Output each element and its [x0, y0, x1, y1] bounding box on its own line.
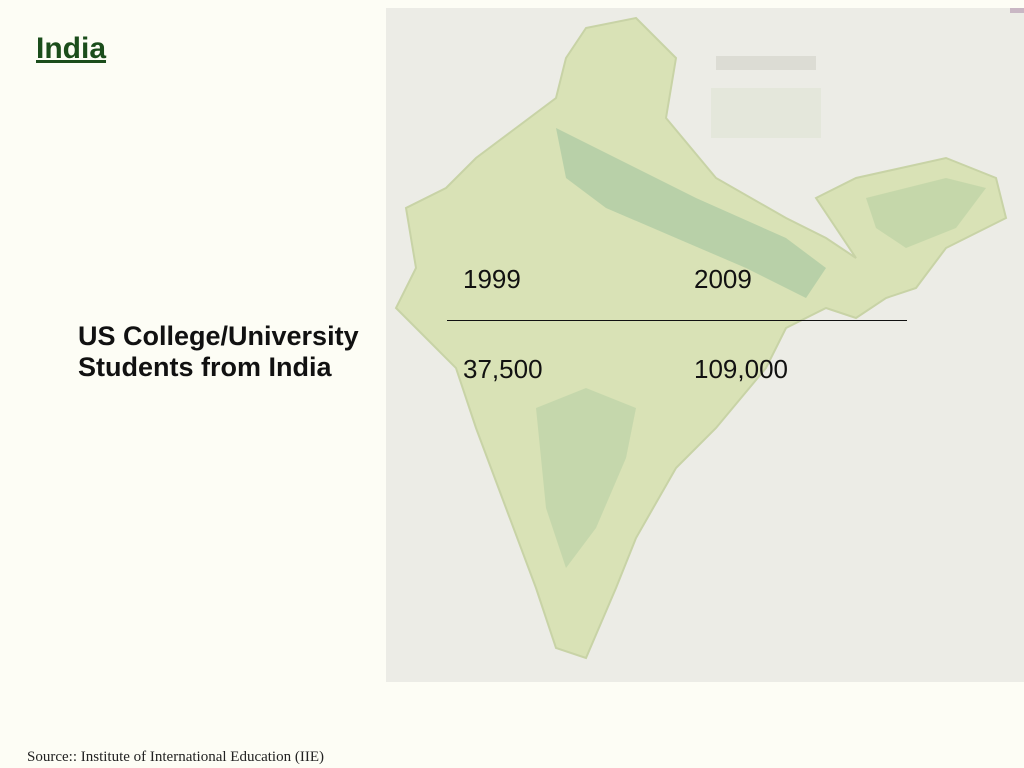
row-label: US College/University Students from Indi… — [78, 321, 359, 382]
column-header: 1999 — [463, 264, 521, 294]
map-background — [386, 8, 1024, 682]
column-header: 2009 — [694, 264, 752, 294]
table-value: 37,500 — [463, 354, 543, 384]
table-value: 109,000 — [694, 354, 788, 384]
slide-title: India — [36, 32, 107, 65]
table-rule — [447, 320, 907, 321]
source-note: Source:: Institute of International Educ… — [27, 749, 324, 765]
